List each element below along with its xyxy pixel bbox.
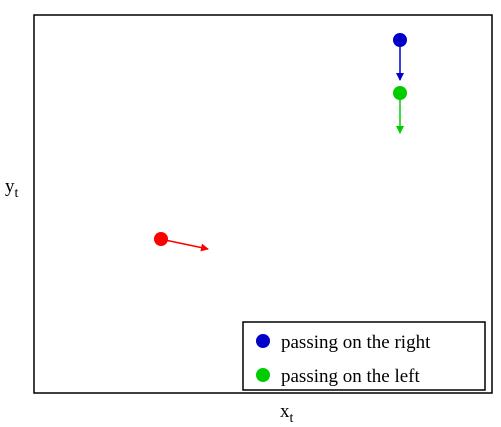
y-label-base: y (5, 176, 15, 197)
y-axis-label: yt (5, 176, 19, 201)
agent-point (393, 33, 407, 47)
x-axis-label: xt (280, 401, 294, 426)
x-label-base: x (280, 401, 290, 422)
legend-box (242, 321, 486, 391)
plot-frame (33, 14, 493, 394)
x-label-sub: t (290, 411, 294, 426)
legend-label: passing on the right (281, 332, 431, 353)
legend-label: passing on the left (281, 366, 421, 387)
velocity-arrow (164, 239, 209, 252)
y-label-sub: t (15, 186, 19, 201)
ego-point (154, 232, 168, 246)
agent-point (393, 86, 407, 100)
legend-swatch (256, 368, 270, 382)
legend-swatch (256, 334, 270, 348)
